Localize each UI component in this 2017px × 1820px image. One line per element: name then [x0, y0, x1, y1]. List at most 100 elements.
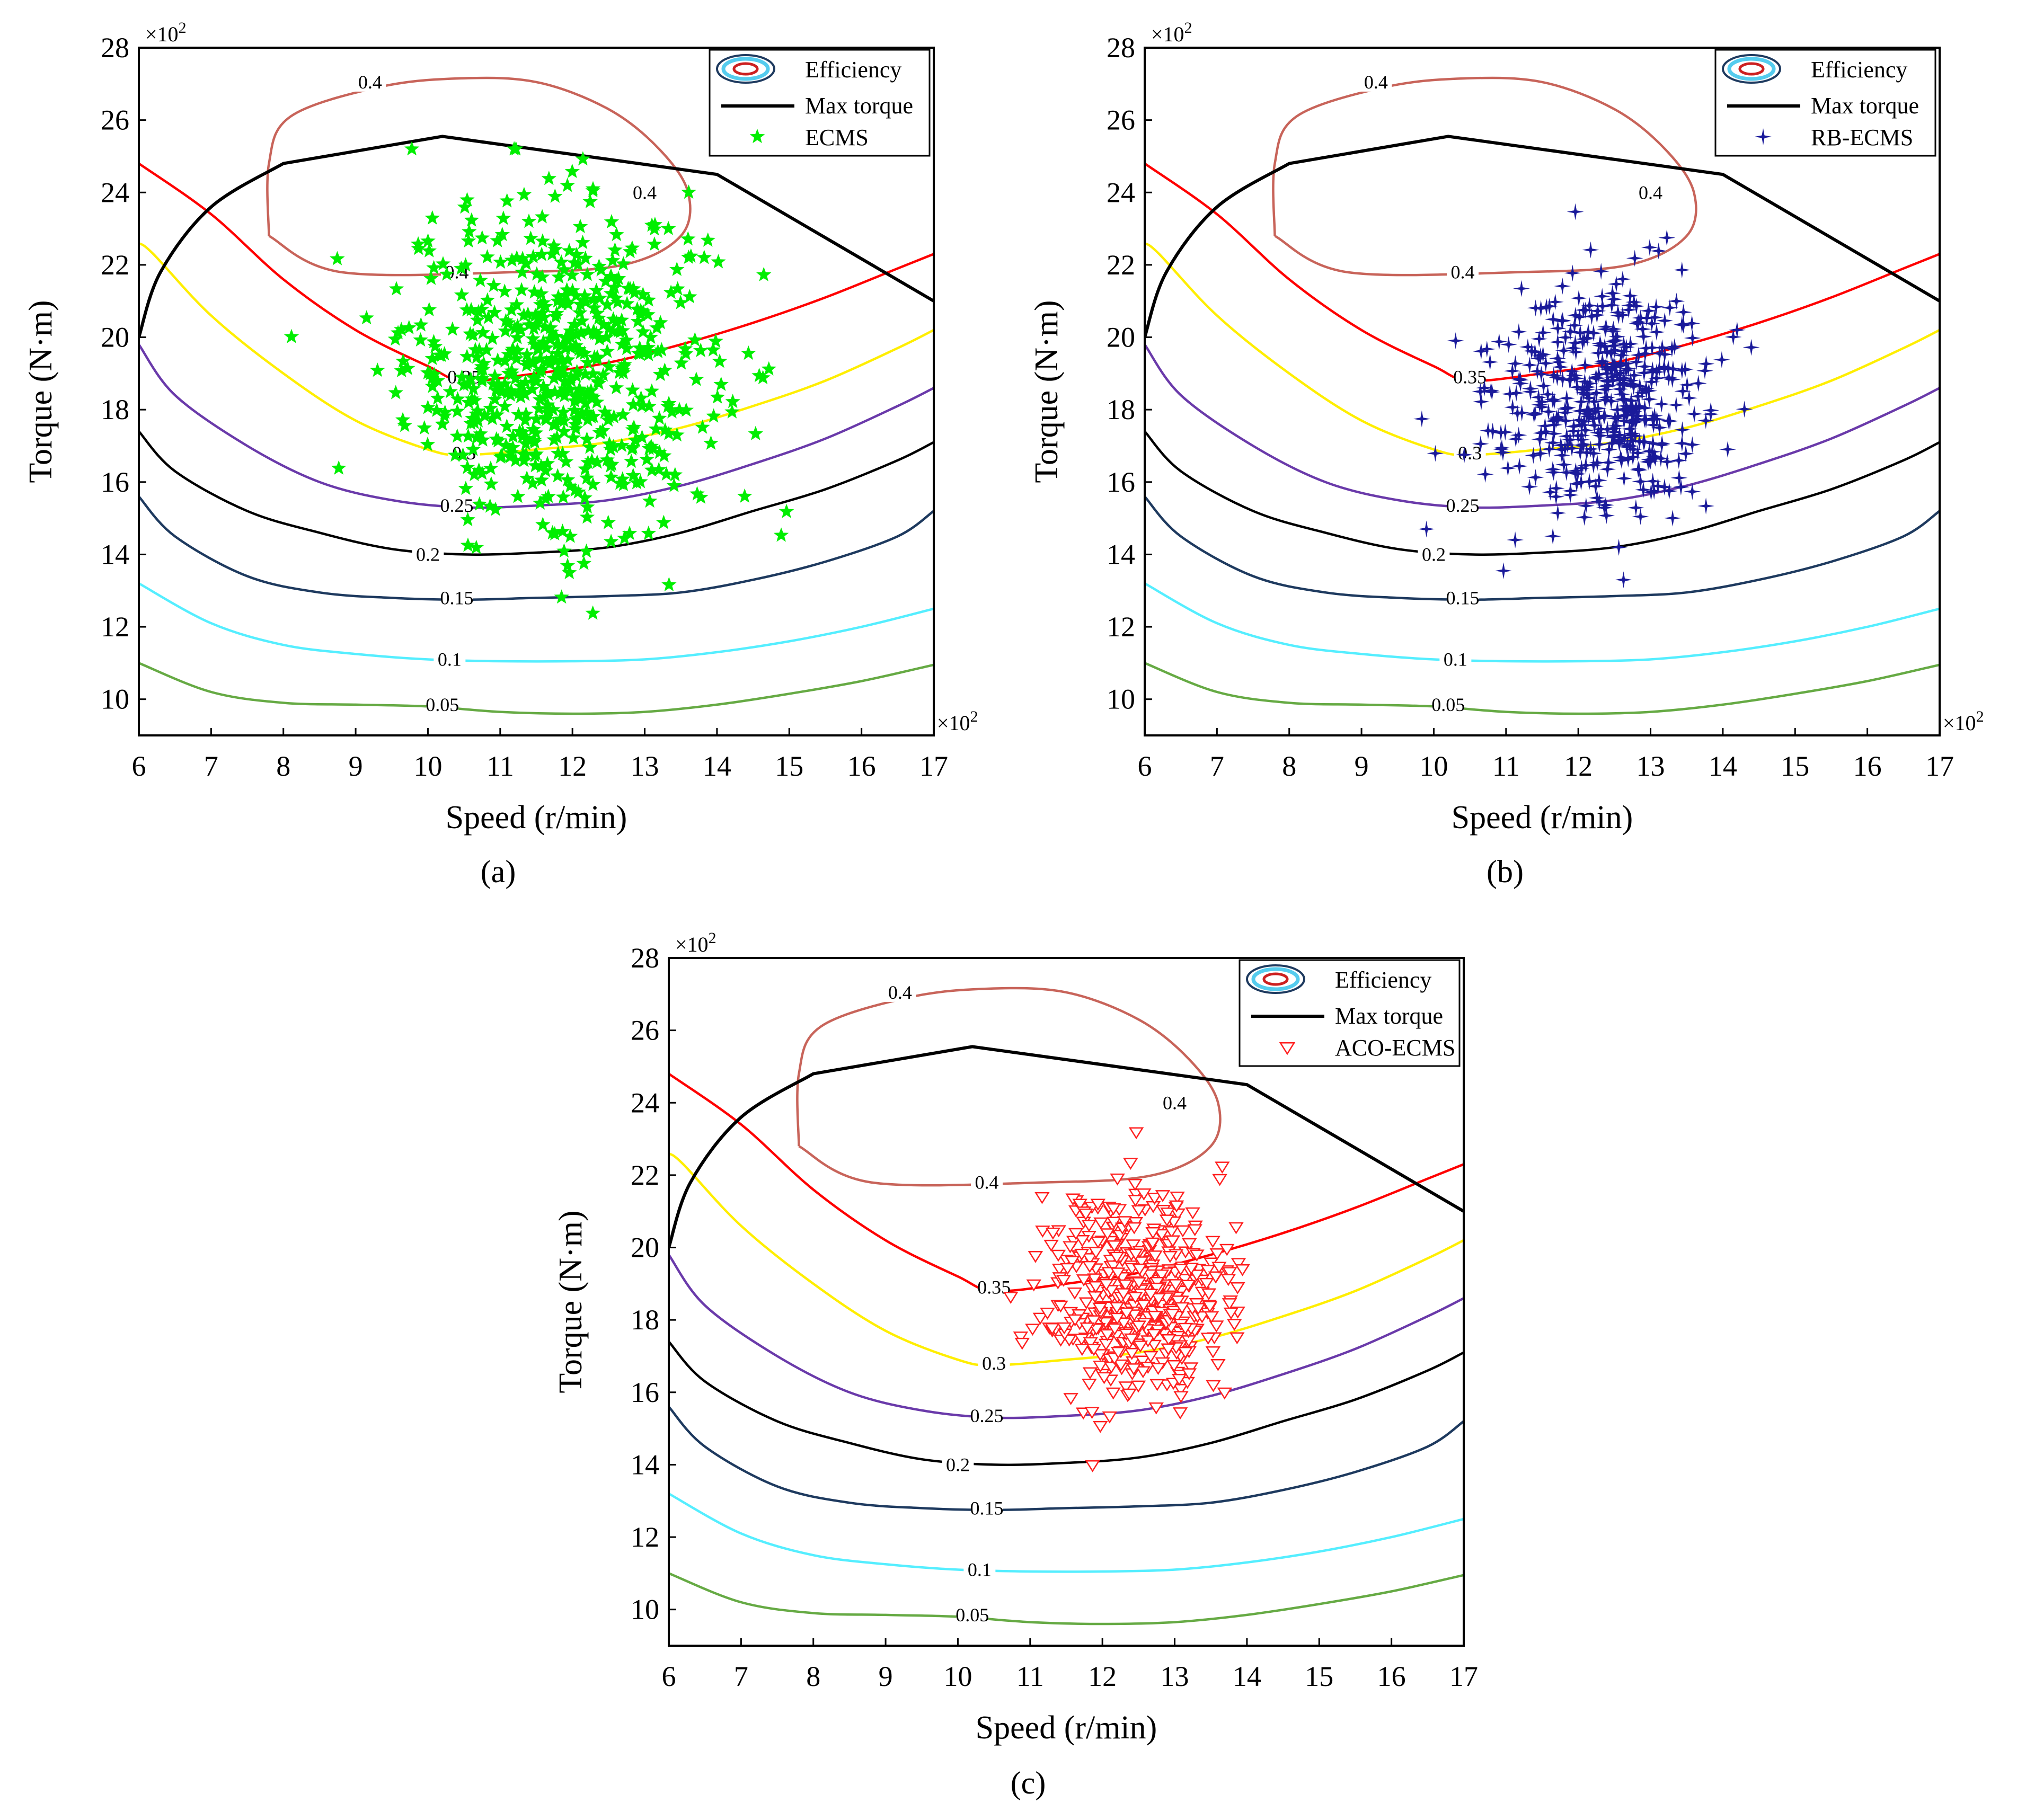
scatter-point — [395, 412, 411, 427]
scatter-point — [1523, 342, 1541, 360]
scatter-point — [579, 431, 595, 446]
scatter-point — [1549, 319, 1567, 337]
scatter-point — [640, 307, 656, 322]
scatter-point — [1182, 1238, 1197, 1250]
scatter-point — [1574, 381, 1591, 398]
x-tick-label: 8 — [806, 1661, 820, 1692]
scatter-point — [1590, 410, 1608, 427]
scatter-point — [555, 338, 570, 352]
scatter-point — [473, 272, 488, 287]
scatter-point — [1534, 345, 1552, 363]
scatter-point — [603, 469, 619, 484]
scatter-point — [475, 432, 491, 447]
scatter-point — [1630, 461, 1648, 479]
scatter-point — [469, 349, 484, 364]
scatter-point — [455, 447, 471, 462]
scatter-point — [1511, 457, 1528, 475]
scatter-point — [1201, 1288, 1217, 1301]
scatter-point — [480, 249, 495, 264]
scatter-point — [1632, 473, 1649, 490]
scatter-point — [1646, 309, 1664, 326]
scatter-point — [681, 184, 696, 199]
scatter-point — [1063, 1393, 1078, 1405]
scatter-point — [647, 236, 662, 251]
scatter-point — [1536, 417, 1554, 434]
scatter-point — [1627, 297, 1645, 315]
scatter-point — [1083, 1337, 1099, 1350]
scatter-point — [587, 300, 602, 315]
scatter-point — [1473, 393, 1490, 411]
scatter-point — [1219, 1244, 1235, 1256]
scatter-point — [1589, 424, 1607, 441]
scatter-point — [450, 391, 465, 406]
contour-line — [266, 76, 692, 277]
scatter-point — [1165, 1309, 1180, 1321]
scatter-point — [1507, 355, 1524, 372]
scatter-point — [1183, 1263, 1199, 1275]
contour-line — [139, 343, 934, 509]
scatter-point — [1093, 1217, 1109, 1230]
scatter-point — [1606, 342, 1623, 359]
scatter-point — [1541, 298, 1558, 315]
scatter-point — [1605, 420, 1622, 437]
scatter-point — [544, 350, 560, 366]
scatter-point — [1472, 383, 1489, 400]
legend-label-max-torque: Max torque — [1811, 93, 1919, 119]
scatter-point — [1615, 571, 1632, 589]
scatter-point — [1531, 396, 1549, 413]
scatter-point — [639, 451, 654, 466]
scatter-point — [1635, 433, 1652, 450]
scatter-point — [499, 193, 515, 208]
scatter-point — [538, 298, 553, 313]
scatter-point — [1035, 1226, 1050, 1238]
scatter-point — [500, 315, 516, 330]
scatter-point — [518, 447, 534, 461]
scatter-point — [580, 455, 596, 469]
scatter-point — [550, 345, 565, 360]
scatter-point — [630, 314, 645, 329]
scatter-point — [1548, 410, 1565, 427]
scatter-point — [1638, 309, 1656, 327]
scatter-point — [1136, 1188, 1152, 1201]
scatter-point — [534, 209, 550, 224]
contour-label-bg — [1418, 544, 1450, 564]
scatter-point — [466, 466, 482, 482]
scatter-point — [1127, 1309, 1142, 1322]
scatter-point — [476, 356, 491, 370]
scatter-point — [587, 349, 602, 364]
scatter-point — [585, 181, 601, 196]
scatter-point — [521, 214, 537, 228]
contour-label: 0.4 — [1451, 262, 1475, 283]
scatter-point — [1493, 439, 1510, 457]
scatter-point — [1661, 299, 1678, 316]
scatter-point — [614, 336, 630, 351]
contour-label: 0.25 — [440, 495, 474, 516]
scatter-point — [1597, 358, 1614, 376]
scatter-point — [1154, 1269, 1170, 1282]
scatter-point — [1643, 315, 1660, 332]
scatter-point — [626, 419, 642, 434]
scatter-point — [678, 345, 694, 360]
scatter-point — [1606, 423, 1623, 441]
contour-label: 0.2 — [946, 1454, 970, 1475]
scatter-series — [284, 141, 794, 620]
scatter-point — [331, 460, 347, 475]
scatter-point — [1170, 1192, 1185, 1204]
scatter-point — [651, 461, 667, 476]
scatter-point — [1589, 454, 1606, 472]
scatter-point — [1513, 404, 1531, 421]
scatter-point — [1584, 410, 1602, 428]
scatter-point — [1588, 384, 1605, 402]
scatter-point — [1599, 460, 1616, 478]
scatter-point — [1627, 499, 1644, 517]
scatter-point — [486, 305, 502, 319]
scatter-point — [571, 341, 587, 357]
scatter-point — [1644, 473, 1661, 490]
x-tick-label: 9 — [1355, 750, 1369, 782]
scatter-point — [1622, 399, 1639, 417]
scatter-point — [674, 355, 689, 370]
scatter-point — [614, 312, 630, 327]
scatter-point — [1592, 421, 1609, 438]
scatter-point — [1063, 1241, 1078, 1254]
contour-label-bg — [412, 544, 444, 564]
